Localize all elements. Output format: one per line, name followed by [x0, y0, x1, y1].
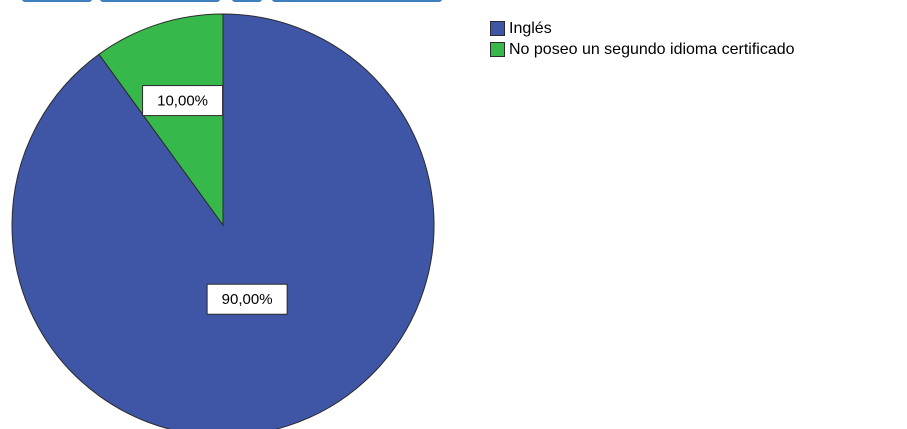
- data-label-box: [206, 283, 288, 315]
- data-label-text: 90,00%: [222, 291, 273, 308]
- legend-swatch: [490, 42, 505, 57]
- pie-data-label: 90,00%: [206, 283, 288, 315]
- data-label-text: 10,00%: [157, 93, 208, 110]
- cropped-title: [0, 0, 460, 8]
- legend-swatch: [490, 21, 505, 36]
- legend-label: No poseo un segundo idioma certificado: [509, 40, 795, 58]
- legend-item-no-segundo-idioma: No poseo un segundo idioma certificado: [490, 39, 795, 60]
- pie-slice: [11, 13, 435, 429]
- pie-data-label: 10,00%: [142, 85, 224, 117]
- pie-data-labels: 90,00% 10,00%: [142, 85, 288, 315]
- legend: Inglés No poseo un segundo idioma certif…: [490, 18, 795, 60]
- data-label-box: [142, 85, 224, 117]
- pie-slice: [98, 13, 224, 227]
- legend-item-ingles: Inglés: [490, 18, 795, 39]
- pie-slices: [11, 13, 435, 429]
- legend-label: Inglés: [509, 19, 552, 37]
